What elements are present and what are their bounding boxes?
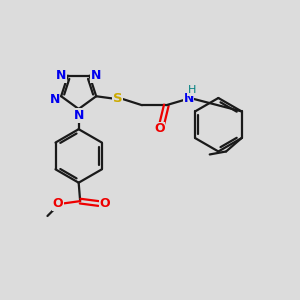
Text: O: O <box>52 197 63 210</box>
Text: H: H <box>188 85 196 95</box>
Text: N: N <box>91 69 101 82</box>
Text: N: N <box>183 92 194 105</box>
Text: N: N <box>74 109 84 122</box>
Text: N: N <box>56 69 67 82</box>
Text: S: S <box>113 92 122 105</box>
Text: O: O <box>154 122 165 135</box>
Text: N: N <box>50 93 60 106</box>
Text: O: O <box>99 197 110 210</box>
